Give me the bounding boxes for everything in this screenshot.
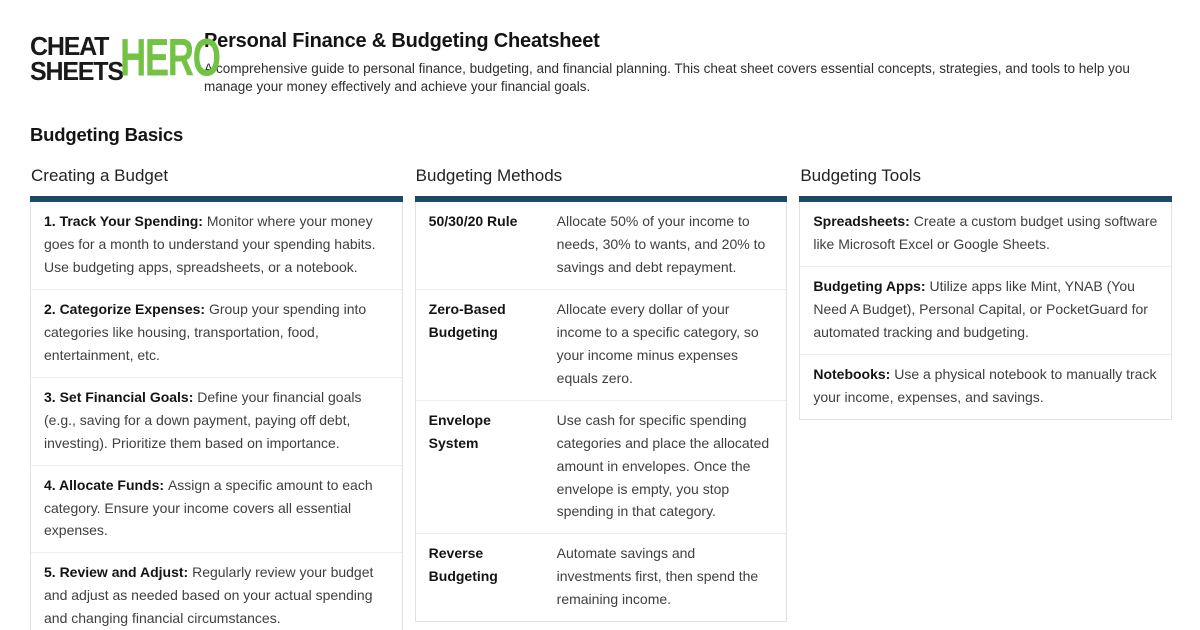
list-item: Notebooks: Use a physical notebook to ma… <box>800 355 1171 419</box>
section-title: Budgeting Basics <box>30 123 184 145</box>
item-label: 3. Set Financial Goals: <box>44 388 198 405</box>
method-definition: Allocate every dollar of your income to … <box>556 300 759 386</box>
card: 1. Track Your Spending: Monitor where yo… <box>30 195 403 630</box>
column-budgeting-tools: Budgeting Tools Spreadsheets: Create a c… <box>799 166 1172 420</box>
card: Spreadsheets: Create a custom budget usi… <box>799 195 1172 420</box>
item-label: 1. Track Your Spending: <box>44 212 207 229</box>
item-label: 2. Categorize Expenses: <box>44 300 209 317</box>
item-text: Use a physical notebook to manually trac… <box>813 365 1157 405</box>
item-label: Spreadsheets: <box>813 212 914 229</box>
method-definition: Use cash for specific spending categorie… <box>556 411 770 520</box>
card-body: 50/30/20 Rule Allocate 50% of your income… <box>415 202 787 621</box>
list-item: 2. Categorize Expenses: Group your spend… <box>31 290 402 378</box>
column-creating-a-budget: Creating a Budget 1. Track Your Spending… <box>30 166 403 630</box>
columns: Creating a Budget 1. Track Your Spending… <box>30 166 1172 630</box>
method-definition: Automate savings and investments first, … <box>556 545 759 608</box>
column-budgeting-methods: Budgeting Methods 50/30/20 Rule Allocate … <box>414 165 788 623</box>
column-title: Creating a Budget <box>31 165 169 185</box>
item-text: Assign a specific amount to each categor… <box>44 476 373 539</box>
method-term: Zero-Based Budgeting <box>428 300 506 340</box>
item-label: 4. Allocate Funds: <box>44 476 168 493</box>
list-item: 1. Track Your Spending: Monitor where yo… <box>31 202 402 290</box>
method-term: Reverse Budgeting <box>428 545 498 585</box>
item-text: Group your spending into categories like… <box>44 300 367 363</box>
list-item: 5. Review and Adjust: Regularly review y… <box>31 553 402 630</box>
logo-sheets-text: SHEETS <box>30 56 124 86</box>
method-row: Zero-Based Budgeting Allocate every dolla… <box>415 290 787 401</box>
item-text: Define your financial goals (e.g., savin… <box>44 388 362 451</box>
list-item: 3. Set Financial Goals: Define your fina… <box>31 378 402 466</box>
item-text: Regularly review your budget and adjust … <box>44 564 374 627</box>
card-body: Spreadsheets: Create a custom budget usi… <box>800 202 1171 419</box>
item-label: 5. Review and Adjust: <box>44 564 193 581</box>
method-row: 50/30/20 Rule Allocate 50% of your income… <box>415 202 787 290</box>
method-term: Envelope System <box>428 411 491 451</box>
card-body: 1. Track Your Spending: Monitor where yo… <box>31 202 402 630</box>
title-block: Personal Finance & Budgeting Cheatsheet … <box>204 30 1156 97</box>
logo-cheat-text: CHEAT <box>30 31 109 62</box>
card: 50/30/20 Rule Allocate 50% of your income… <box>414 195 788 623</box>
logo-wordmark: CHEAT SHEETS <box>30 31 124 86</box>
method-definition: Allocate 50% of your income to needs, 30… <box>556 212 766 275</box>
method-row: Reverse Budgeting Automate savings and in… <box>416 534 787 621</box>
page-subtitle: A comprehensive guide to personal financ… <box>204 61 1130 95</box>
logo-hero-text: HERO <box>119 28 221 88</box>
list-item: 4. Allocate Funds: Assign a specific amo… <box>31 466 402 554</box>
item-label: Budgeting Apps: <box>813 277 930 294</box>
cheatsheetshero-logo: CHEAT SHEETS HERO <box>30 31 221 86</box>
card-accent-bar <box>30 195 403 202</box>
method-row: Envelope System Use cash for specific spe… <box>415 401 787 535</box>
card-accent-bar <box>799 195 1172 202</box>
column-title: Budgeting Methods <box>415 165 563 185</box>
header: CHEAT SHEETS HERO Personal Finance & Bud… <box>30 26 1172 97</box>
card-accent-bar <box>414 195 788 202</box>
method-term: 50/30/20 Rule <box>428 212 518 229</box>
item-text: Monitor where your money goes for a mont… <box>44 212 376 275</box>
item-label: Notebooks: <box>813 365 895 382</box>
list-item: Spreadsheets: Create a custom budget usi… <box>800 202 1171 267</box>
item-text: Utilize apps like Mint, YNAB (You Need A… <box>813 277 1148 340</box>
list-item: Budgeting Apps: Utilize apps like Mint, … <box>800 267 1171 355</box>
item-text: Create a custom budget using software li… <box>813 212 1158 252</box>
column-title: Budgeting Tools <box>800 165 921 185</box>
page-title: Personal Finance & Budgeting Cheatsheet <box>204 30 600 52</box>
